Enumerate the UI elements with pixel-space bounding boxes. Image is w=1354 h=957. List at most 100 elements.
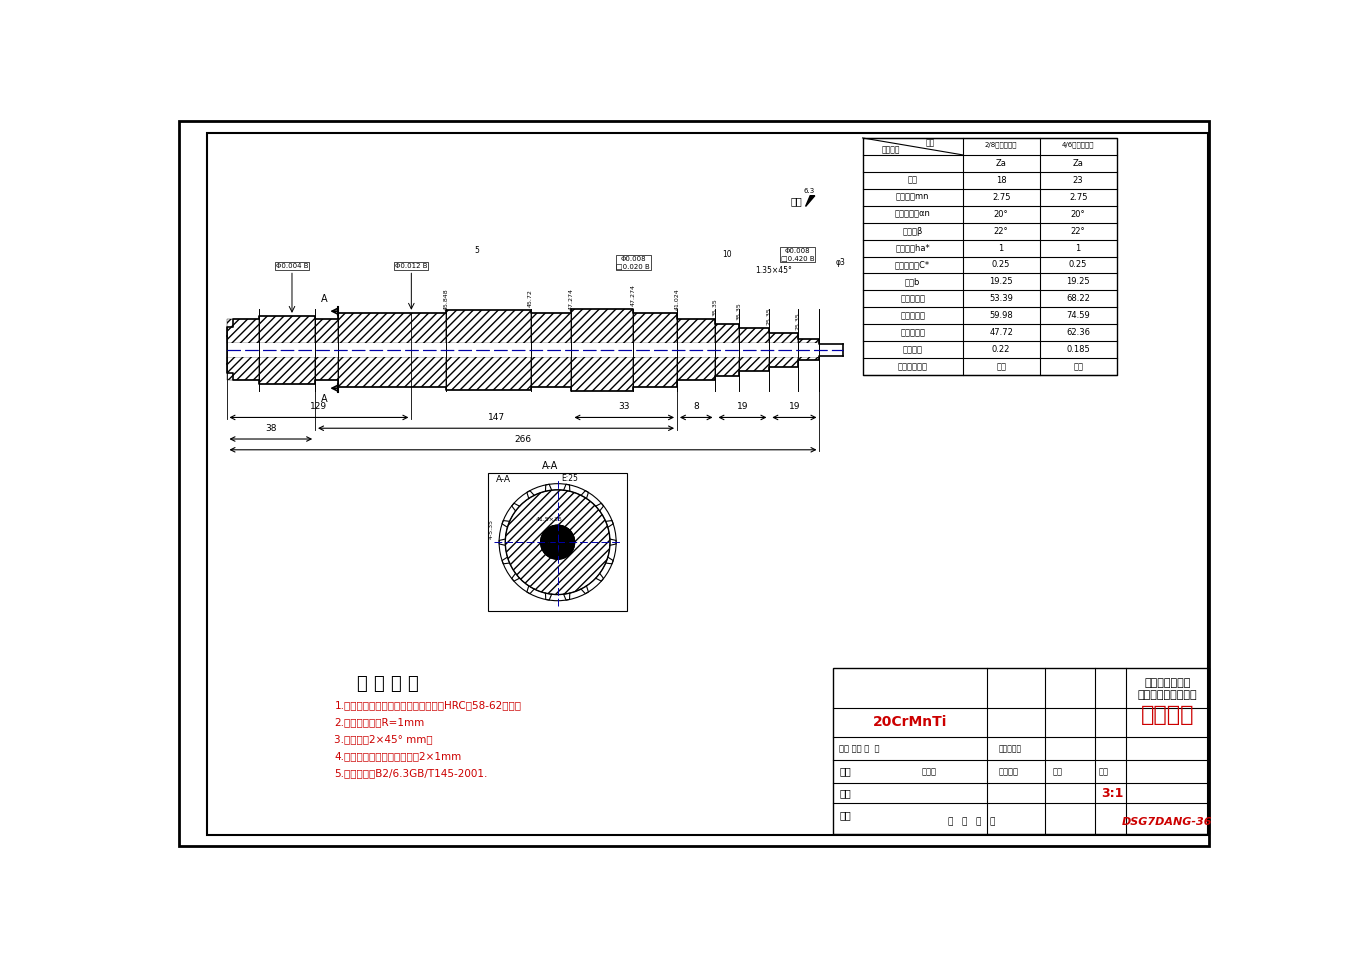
Text: 螺旋角β: 螺旋角β [902, 227, 923, 235]
Bar [677, 319, 715, 343]
Text: 技 术 要 求: 技 术 要 求 [357, 676, 420, 694]
Text: 齿轮倾斜方向: 齿轮倾斜方向 [898, 362, 927, 371]
Text: 22°: 22° [1071, 227, 1086, 235]
Bar [715, 357, 738, 376]
Wedge shape [505, 490, 611, 594]
Text: Φ0.012 B: Φ0.012 B [395, 263, 428, 269]
Text: 19.25: 19.25 [1067, 278, 1090, 286]
Text: 齿数: 齿数 [907, 176, 918, 185]
Polygon shape [806, 195, 815, 207]
Text: 53.39: 53.39 [990, 295, 1013, 303]
Text: A: A [321, 294, 328, 304]
Text: 5.两端中心孔B2/6.3GB/T145-2001.: 5.两端中心孔B2/6.3GB/T145-2001. [334, 768, 487, 778]
Bar [677, 357, 715, 381]
Text: 4/6挡主动齿轮: 4/6挡主动齿轮 [1062, 141, 1094, 147]
Text: 汽车与交通工程学院: 汽车与交通工程学院 [1137, 690, 1197, 701]
Text: 齿顶圆直径: 齿顶圆直径 [900, 311, 925, 321]
Bar [798, 357, 819, 361]
Text: 3:1: 3:1 [1101, 787, 1124, 800]
Text: Za: Za [1072, 159, 1083, 167]
Text: 齿轮: 齿轮 [926, 138, 936, 147]
Circle shape [540, 525, 574, 559]
Text: 38: 38 [265, 424, 276, 433]
Text: 33: 33 [619, 402, 630, 412]
Text: 标准化: 标准化 [922, 768, 937, 776]
Text: 黑龙江工程学院: 黑龙江工程学院 [1144, 679, 1190, 688]
Text: 2/8挡主动齿轮: 2/8挡主动齿轮 [984, 141, 1017, 147]
Text: 0.185: 0.185 [1067, 345, 1090, 354]
Text: 4.所有退刀槽、越程槽均为：2×1mm: 4.所有退刀槽、越程槽均为：2×1mm [334, 751, 462, 761]
Bar [715, 323, 738, 343]
Text: 齿轮参数: 齿轮参数 [881, 145, 900, 155]
Bar [259, 357, 315, 384]
Text: 0.25: 0.25 [1068, 260, 1087, 270]
Text: 左旋: 左旋 [1074, 362, 1083, 371]
Bar [445, 310, 531, 343]
Text: 输入二轴: 输入二轴 [1140, 705, 1194, 725]
Text: 1: 1 [998, 243, 1003, 253]
Text: 齿宽b: 齿宽b [904, 278, 921, 286]
Text: 法面压力角αn: 法面压力角αn [895, 210, 930, 218]
Bar [634, 313, 677, 343]
Text: 59.98: 59.98 [990, 311, 1013, 321]
Bar [571, 309, 634, 343]
Text: 45.848: 45.848 [444, 288, 448, 310]
Text: 2.75: 2.75 [1068, 192, 1087, 202]
Bar [338, 313, 445, 343]
Bar [738, 328, 769, 343]
Bar [445, 357, 531, 389]
Text: 阶段标记: 阶段标记 [999, 768, 1018, 776]
Text: 41.024: 41.024 [674, 288, 680, 310]
Text: 其余: 其余 [791, 196, 803, 206]
Bar [798, 339, 819, 343]
Text: 45.72: 45.72 [528, 289, 533, 306]
Text: φ3: φ3 [835, 258, 846, 267]
Text: 47.72: 47.72 [990, 328, 1013, 337]
Text: 0.25: 0.25 [992, 260, 1010, 270]
Bar [259, 316, 315, 343]
Bar [769, 333, 798, 343]
Text: 设计: 设计 [839, 767, 852, 777]
Text: 68.22: 68.22 [1066, 295, 1090, 303]
Bar [338, 357, 445, 387]
Text: 23: 23 [1072, 176, 1083, 185]
Text: 变位系数: 变位系数 [903, 345, 922, 354]
Text: A: A [321, 394, 328, 404]
Bar [226, 319, 259, 343]
Text: 齿根圆直径: 齿根圆直径 [900, 328, 925, 337]
Bar [531, 313, 571, 343]
Text: 19: 19 [737, 402, 749, 412]
Text: 比例: 比例 [1099, 768, 1109, 776]
Text: 19: 19 [788, 402, 800, 412]
Text: 1.齿轮轴渗碳后表面淬火处理表面硬度HRC在58-62之间；: 1.齿轮轴渗碳后表面淬火处理表面硬度HRC在58-62之间； [334, 700, 521, 710]
Text: E:25: E:25 [562, 474, 578, 482]
Text: 35.35: 35.35 [714, 298, 718, 316]
Text: 10: 10 [722, 251, 733, 259]
Text: 齿顶隙系数C*: 齿顶隙系数C* [895, 260, 930, 270]
Text: 19.25: 19.25 [990, 278, 1013, 286]
Text: 62.36: 62.36 [1066, 328, 1090, 337]
Text: 20°: 20° [1071, 210, 1086, 218]
Text: 2.75: 2.75 [992, 192, 1010, 202]
Text: 6.3: 6.3 [804, 189, 815, 194]
Bar [531, 357, 571, 387]
Text: A-A: A-A [496, 475, 510, 484]
Text: 47.274: 47.274 [631, 284, 635, 306]
Text: 0.22: 0.22 [992, 345, 1010, 354]
Bar [634, 357, 677, 387]
Bar [489, 473, 627, 612]
Bar [315, 319, 338, 343]
Text: Φ0.008
□0.020 B: Φ0.008 □0.020 B [616, 256, 650, 269]
Text: Φ0.008
□0.420 B: Φ0.008 □0.420 B [781, 248, 815, 261]
Text: 工艺: 工艺 [839, 811, 852, 820]
Text: 4-5.35: 4-5.35 [489, 520, 494, 540]
Text: 20CrMnTi: 20CrMnTi [873, 716, 948, 729]
Text: 分度圆直径: 分度圆直径 [900, 295, 925, 303]
Text: A-A: A-A [542, 460, 558, 471]
Text: 8: 8 [693, 402, 699, 412]
Text: 20°: 20° [994, 210, 1009, 218]
Bar [862, 138, 1117, 375]
Text: 审核: 审核 [839, 789, 852, 798]
Text: 25.35: 25.35 [795, 312, 800, 329]
Bar [769, 357, 798, 367]
